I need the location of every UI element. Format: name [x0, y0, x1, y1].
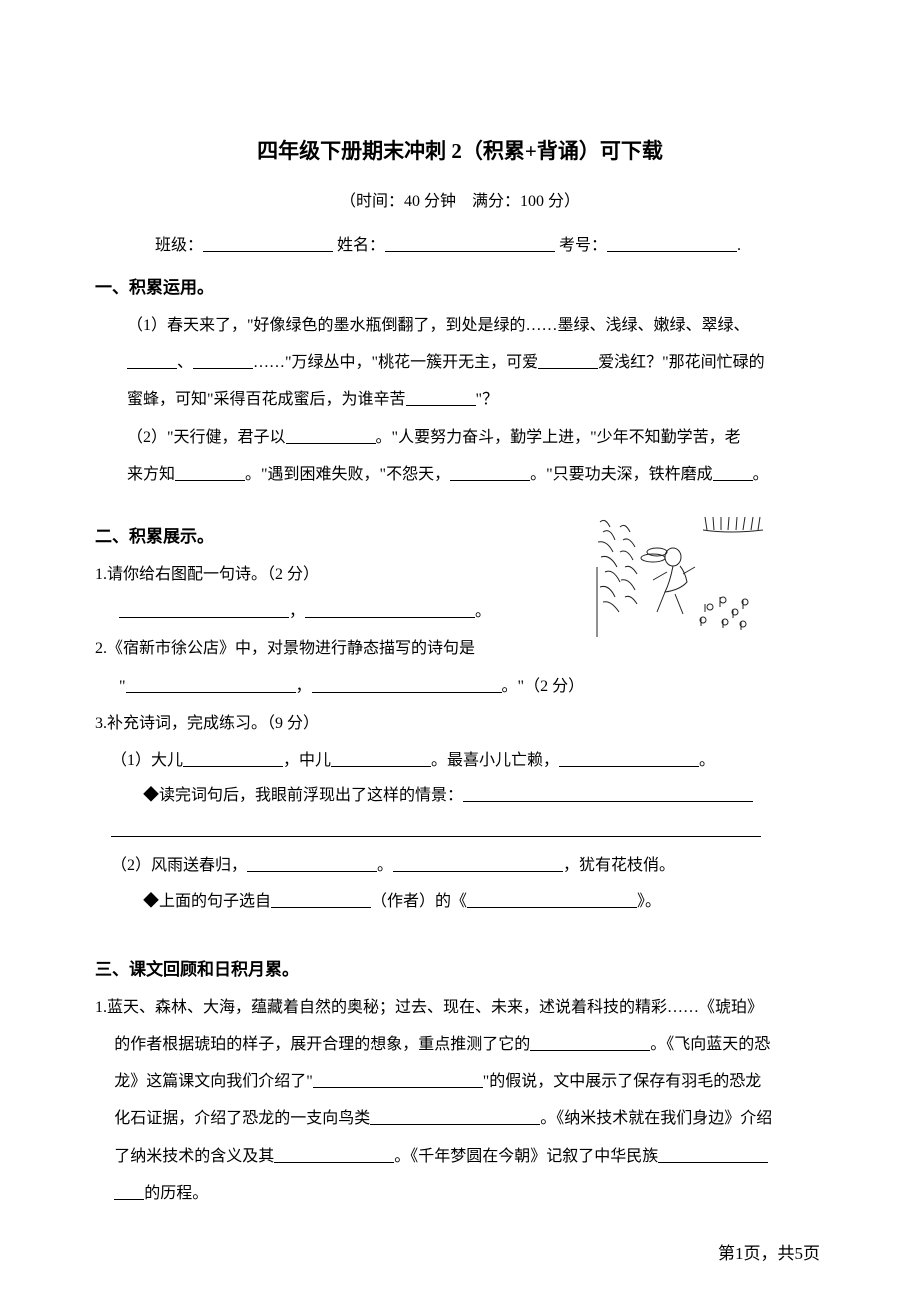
t: ◆上面的句子选自	[143, 893, 271, 910]
blank	[406, 388, 476, 406]
t: （2）"天行健，君子以	[127, 429, 286, 446]
blank	[305, 600, 475, 618]
page-title: 四年级下册期末冲刺 2（积累+背诵）可下载	[95, 135, 825, 165]
t: 爱浅红？"那花间忙碌的	[598, 354, 765, 371]
t: 。"只要功夫深，铁杵磨成	[530, 466, 713, 483]
class-blank	[203, 234, 333, 252]
blank	[450, 463, 530, 481]
t: ，中儿	[283, 752, 331, 769]
s3-l3: 龙》这篇课文向我们介绍了" "的假说，文中展示了保存有羽毛的恐龙	[114, 1064, 825, 1099]
blank	[313, 1070, 483, 1088]
t: ，	[296, 678, 312, 695]
blank	[312, 675, 502, 693]
blank	[393, 854, 563, 872]
section-3-heading: 三、课文回顾和日积月累。	[95, 955, 825, 980]
s2-q3-1b-line	[111, 813, 825, 848]
blank	[193, 351, 253, 369]
t: 。	[377, 857, 393, 874]
t: 了纳米技术的含义及其	[114, 1148, 274, 1165]
t: 。	[475, 603, 491, 620]
s1-p1-line2: 、 ……"万绿丛中，"桃花一簇开无主，可爱 爱浅红？"那花间忙碌的	[127, 345, 825, 380]
t: 。"（2 分）	[502, 678, 585, 695]
blank	[247, 854, 377, 872]
t: 。《千年梦圆在今朝》记叙了中华民族	[394, 1148, 658, 1165]
t: 。"遇到困难失败，"不怨天，	[245, 466, 450, 483]
page-footer: 第1页，共5页	[718, 1239, 820, 1264]
blank	[467, 890, 637, 908]
s3-l1: 1.蓝天、森林、大海，蕴藏着自然的奥秘；过去、现在、未来，述说着科技的精彩……《…	[95, 990, 825, 1025]
t: （作者）的《	[371, 893, 467, 910]
name-label: 姓名：	[337, 237, 385, 254]
t: ，	[289, 603, 305, 620]
t: 的历程。	[144, 1185, 208, 1202]
t: 。	[753, 466, 769, 483]
t: 。《纳米技术就在我们身边》介绍	[540, 1110, 772, 1127]
t: 。《飞向蓝天的恐	[650, 1036, 770, 1053]
s2-q3-1b: ◆读完词句后，我眼前浮现出了这样的情景：	[143, 778, 825, 813]
t: "的假说，文中展示了保存有羽毛的恐龙	[483, 1073, 762, 1090]
blank	[658, 1145, 768, 1163]
blank	[713, 463, 753, 481]
blank	[183, 749, 283, 767]
t: 龙》这篇课文向我们介绍了"	[114, 1073, 313, 1090]
name-blank	[385, 234, 555, 252]
blank	[530, 1033, 650, 1051]
t: "？	[476, 391, 499, 408]
illustration	[595, 512, 765, 647]
s1-p1-line1: （1）春天来了，"好像绿色的墨水瓶倒翻了，到处是绿的……墨绿、浅绿、嫩绿、翠绿、	[95, 308, 825, 343]
blank	[286, 426, 376, 444]
blank	[271, 890, 371, 908]
blank	[331, 749, 431, 767]
blank	[119, 600, 289, 618]
t: 。最喜小儿亡赖，	[431, 752, 559, 769]
t: （1）大儿	[111, 752, 183, 769]
t: 。	[699, 752, 715, 769]
class-label: 班级：	[155, 237, 203, 254]
info-dot: .	[737, 237, 741, 254]
t: 蜜蜂，可知"采得百花成蜜后，为谁辛苦	[127, 391, 406, 408]
t: （2）风雨送春归，	[111, 857, 247, 874]
blank	[127, 351, 177, 369]
t: 的作者根据琥珀的样子，展开合理的想象，重点推测了它的	[114, 1036, 530, 1053]
examno-blank	[607, 234, 737, 252]
s2-q3-2b: ◆上面的句子选自 （作者）的《 》。	[143, 884, 825, 919]
s1-p2-line1: （2）"天行健，君子以 。"人要努力奋斗，勤学上进，"少年不知勤学苦，老	[95, 420, 825, 455]
s1-p2-line2: 来方知 。"遇到困难失败，"不怨天， 。"只要功夫深，铁杵磨成 。	[127, 457, 825, 492]
t: ，犹有花枝俏。	[563, 857, 675, 874]
t: 》。	[637, 893, 661, 910]
t: 、	[177, 354, 193, 371]
s3-l4: 化石证据，介绍了恐龙的一支向鸟类 。《纳米技术就在我们身边》介绍	[114, 1101, 825, 1136]
s2-q3-1a: （1）大儿 ，中儿 。最喜小儿亡赖， 。	[111, 743, 825, 778]
blank	[559, 749, 699, 767]
blank	[538, 351, 598, 369]
subtitle: （时间：40 分钟 满分：100 分）	[95, 187, 825, 211]
blank	[111, 819, 761, 837]
info-line: 班级： 姓名： 考号：.	[155, 231, 825, 255]
s3-l2: 的作者根据琥珀的样子，展开合理的想象，重点推测了它的 。《飞向蓝天的恐	[114, 1027, 825, 1062]
t: 来方知	[127, 466, 175, 483]
blank	[463, 784, 753, 802]
examno-label: 考号：	[559, 237, 607, 254]
s2-q2-line2: "，。"（2 分）	[119, 669, 825, 704]
section-1-heading: 一、积累运用。	[95, 273, 825, 298]
blank	[175, 463, 245, 481]
blank	[274, 1145, 394, 1163]
s3-l5: 了纳米技术的含义及其 。《千年梦圆在今朝》记叙了中华民族	[114, 1139, 825, 1174]
blank	[370, 1107, 540, 1125]
t: 化石证据，介绍了恐龙的一支向鸟类	[114, 1110, 370, 1127]
blank	[114, 1182, 144, 1200]
t: 。"人要努力奋斗，勤学上进，"少年不知勤学苦，老	[376, 429, 741, 446]
s2-q3-2a: （2）风雨送春归， 。 ，犹有花枝俏。	[111, 848, 825, 883]
s2-q3: 3.补充诗词，完成练习。（9 分）	[95, 706, 825, 741]
s1-p1-line3: 蜜蜂，可知"采得百花成蜜后，为谁辛苦 "？	[127, 382, 825, 417]
t: ……"万绿丛中，"桃花一簇开无主，可爱	[253, 354, 538, 371]
t: ◆读完词句后，我眼前浮现出了这样的情景：	[143, 787, 463, 804]
s3-l6: 的历程。	[114, 1176, 825, 1211]
blank	[126, 675, 296, 693]
